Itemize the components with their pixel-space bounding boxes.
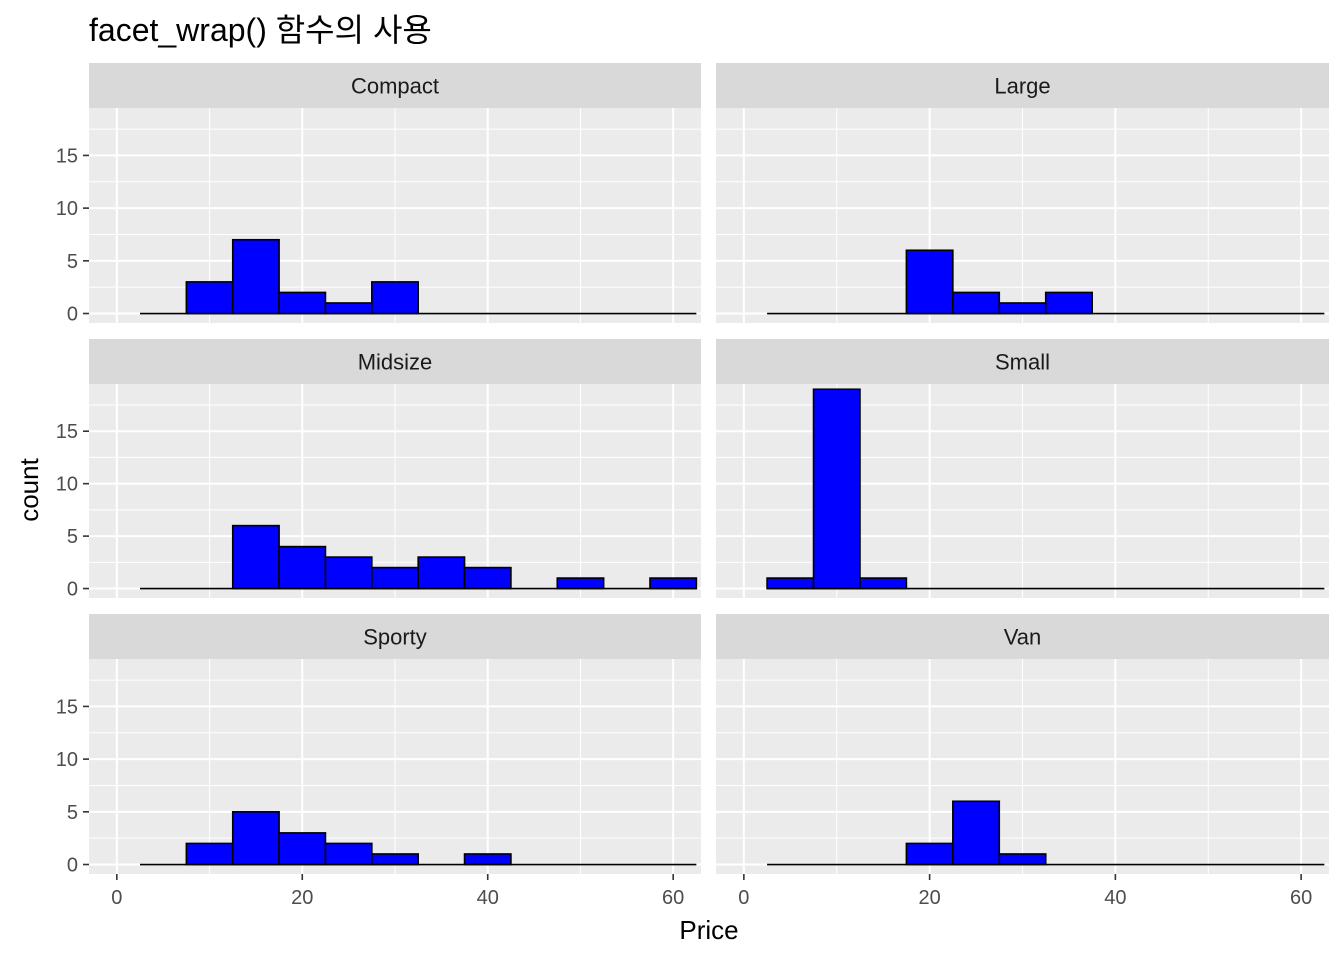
histogram-bar (278, 291, 327, 315)
histogram-bar (185, 281, 234, 315)
histogram-bar (905, 249, 954, 315)
histogram-bar (231, 811, 280, 866)
histogram-bar (324, 302, 373, 315)
y-tick-label: 10 (56, 474, 78, 496)
y-tick-label: 15 (56, 145, 78, 167)
histogram-bar (371, 566, 419, 590)
facet-strip (716, 63, 1329, 108)
histogram-bar (1044, 291, 1093, 315)
facet-panels: Compact 0 5 10 15 Large Midsize 0 5 10 15 Small Spor… (56, 63, 1329, 909)
y-tick-label: 5 (67, 526, 78, 548)
histogram-bar (812, 388, 861, 590)
x-tick-label: 40 (477, 887, 499, 909)
histogram-bar (185, 842, 234, 866)
facet-label: Midsize (358, 350, 433, 375)
histogram-bar (998, 853, 1047, 866)
facet-label: Small (995, 350, 1050, 375)
histogram-bar (952, 800, 1001, 866)
histogram-bar (371, 853, 419, 866)
facet-label: Large (994, 74, 1050, 99)
y-tick-label: 5 (67, 802, 78, 824)
y-tick-label: 5 (67, 251, 78, 273)
histogram-bar (859, 577, 908, 590)
y-tick-label: 0 (67, 855, 78, 877)
facet-strip (89, 63, 701, 108)
y-tick-label: 0 (67, 579, 78, 601)
facet-panel-compact: Compact 0 5 10 15 (56, 63, 701, 326)
histogram-bar (952, 291, 1001, 315)
facet-panel-sporty: Sporty 0 5 10 15 0 20 40 60 (56, 614, 701, 909)
y-tick-label: 0 (67, 304, 78, 326)
y-tick-label: 10 (56, 749, 78, 771)
histogram-bar (905, 842, 954, 866)
histogram-bar (231, 238, 280, 315)
chart-title: facet_wrap() 함수의 사용 (89, 12, 432, 48)
y-tick-label: 15 (56, 696, 78, 718)
histogram-bar (463, 566, 512, 590)
facet-panel-large: Large (716, 63, 1329, 323)
x-tick-label: 60 (1290, 887, 1312, 909)
histogram-bar (231, 524, 280, 590)
histogram-bar (998, 302, 1047, 315)
facet-strip (89, 614, 701, 659)
histogram-bar (556, 577, 605, 590)
facet-strip (89, 339, 701, 384)
histogram-bar (766, 577, 815, 590)
histogram-bar (324, 842, 373, 866)
y-axis-title: count (14, 457, 44, 521)
histogram-bar (417, 556, 466, 590)
x-tick-label: 40 (1104, 887, 1126, 909)
histogram-bar (278, 545, 327, 590)
facet-label: Sporty (363, 625, 427, 650)
facet-strip (716, 614, 1329, 659)
x-tick-label: 0 (111, 887, 122, 909)
facet-label: Compact (351, 74, 439, 99)
y-tick-label: 10 (56, 198, 78, 220)
histogram-bar (649, 577, 698, 590)
facet-panel-midsize: Midsize 0 5 10 15 (56, 339, 701, 601)
x-tick-label: 20 (918, 887, 940, 909)
histogram-bar (324, 556, 373, 590)
x-tick-label: 20 (291, 887, 313, 909)
histogram-bar (278, 832, 327, 866)
facet-strip (716, 339, 1329, 384)
facet-panel-small: Small (716, 339, 1329, 598)
y-tick-label: 15 (56, 421, 78, 443)
histogram-bar (371, 281, 419, 315)
x-tick-label: 0 (738, 887, 749, 909)
facet-label: Van (1004, 625, 1042, 650)
facet-panel-van: Van 0 20 40 60 (716, 614, 1329, 909)
histogram-bar (463, 853, 512, 866)
x-axis-title: Price (679, 915, 738, 945)
x-tick-label: 60 (662, 887, 684, 909)
